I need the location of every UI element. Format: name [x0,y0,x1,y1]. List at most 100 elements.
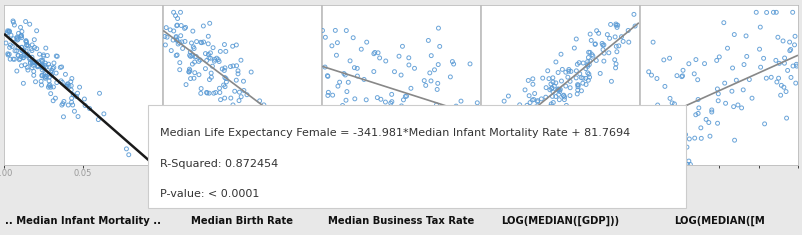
Point [213,86,226,90]
Point [14,55,27,59]
Point [545,114,558,117]
Point [579,67,592,70]
Point [627,12,640,16]
Point [203,56,216,60]
Point [22,44,34,48]
Point [658,85,671,88]
Point [579,76,592,80]
Point [199,67,212,70]
Point [190,40,203,43]
Point [511,112,524,116]
Point [519,118,532,121]
Point [368,51,381,54]
Point [431,82,444,85]
Point [34,58,47,62]
Point [18,50,30,54]
Point [679,133,692,137]
Point [788,43,801,47]
Point [205,71,217,75]
Point [737,88,750,92]
Point [435,129,448,132]
Point [441,151,454,154]
Point [202,53,215,56]
Point [500,141,512,145]
Text: LOG(MEDIAN([M: LOG(MEDIAN([M [674,215,764,226]
Point [533,137,546,140]
Point [31,65,44,69]
Point [636,109,649,112]
Point [18,63,31,67]
Point [675,75,688,78]
Point [184,77,197,80]
Point [522,128,535,132]
Point [0,41,12,45]
Point [39,76,52,80]
Point [183,67,196,71]
Point [711,87,724,91]
Point [171,17,184,20]
Point [188,76,200,80]
Point [468,129,481,133]
Point [638,128,650,132]
Point [554,52,567,56]
Point [290,134,302,138]
Point [159,43,172,47]
Point [204,51,217,55]
Point [343,59,356,63]
Point [262,135,275,139]
Point [73,85,86,89]
Point [425,144,438,147]
Point [690,58,703,62]
Point [26,63,39,67]
Point [517,125,530,129]
Point [336,104,349,107]
Point [731,103,744,107]
Point [549,114,561,118]
Point [171,39,184,42]
Point [93,91,106,95]
Point [533,106,545,110]
Point [14,34,27,38]
Point [186,29,199,33]
Point [237,79,250,83]
Point [68,110,81,113]
Point [379,59,392,63]
Point [47,66,60,69]
Text: P-value: < 0.0001: P-value: < 0.0001 [160,189,260,199]
Point [787,64,800,68]
Point [171,23,184,27]
Point [37,66,50,70]
Point [43,83,56,87]
Point [51,81,63,84]
Point [22,53,34,56]
Point [582,78,595,82]
Point [202,42,215,46]
Point [219,85,232,89]
Point [457,145,470,149]
Point [571,92,584,96]
Point [227,64,240,68]
Point [200,90,213,94]
Point [65,84,78,88]
Point [36,60,49,63]
Point [541,69,554,73]
Point [669,118,682,122]
Point [30,60,43,64]
Point [544,104,557,108]
Point [322,90,334,94]
Point [690,113,703,117]
Point [175,24,188,27]
Point [537,76,549,80]
Point [61,83,74,86]
Point [213,91,226,94]
Point [38,75,51,79]
Point [217,83,230,87]
Point [502,126,515,130]
Point [342,80,354,84]
Point [56,80,69,84]
Point [326,44,338,48]
Point [580,83,593,86]
Point [488,152,501,156]
Point [29,80,42,84]
Point [419,83,432,87]
